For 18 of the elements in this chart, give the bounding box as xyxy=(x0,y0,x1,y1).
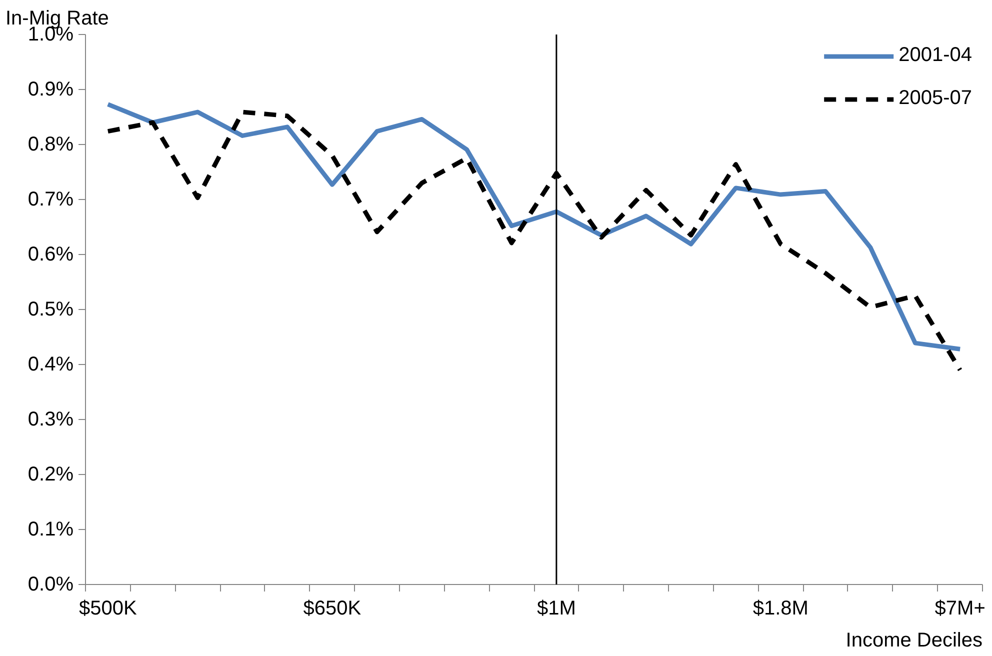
y-tick-label: 0.9% xyxy=(28,78,74,100)
x-tick-label: $500K xyxy=(79,598,138,620)
y-tick-label: 0.2% xyxy=(28,464,74,486)
y-tick-label: 0.8% xyxy=(28,134,74,156)
x-tick-label: $7M+ xyxy=(934,598,986,620)
y-tick-label: 0.7% xyxy=(28,188,74,210)
legend-label: 2005-07 xyxy=(898,87,972,110)
x-tick-label: $650K xyxy=(303,598,362,620)
y-tick-label: 0.3% xyxy=(28,408,74,430)
x-tick-label: $1.8M xyxy=(752,598,808,620)
legend-label: 2001-04 xyxy=(898,44,972,67)
y-tick-label: 0.5% xyxy=(28,298,74,320)
x-tick-label: $1M xyxy=(536,598,576,620)
y-tick-label: 0.1% xyxy=(28,518,74,540)
y-tick-label: 0.6% xyxy=(28,244,74,266)
y-tick-label: 0.4% xyxy=(28,354,74,376)
x-axis-title: Income Deciles xyxy=(846,630,982,652)
y-tick-label: 0.0% xyxy=(28,574,74,596)
